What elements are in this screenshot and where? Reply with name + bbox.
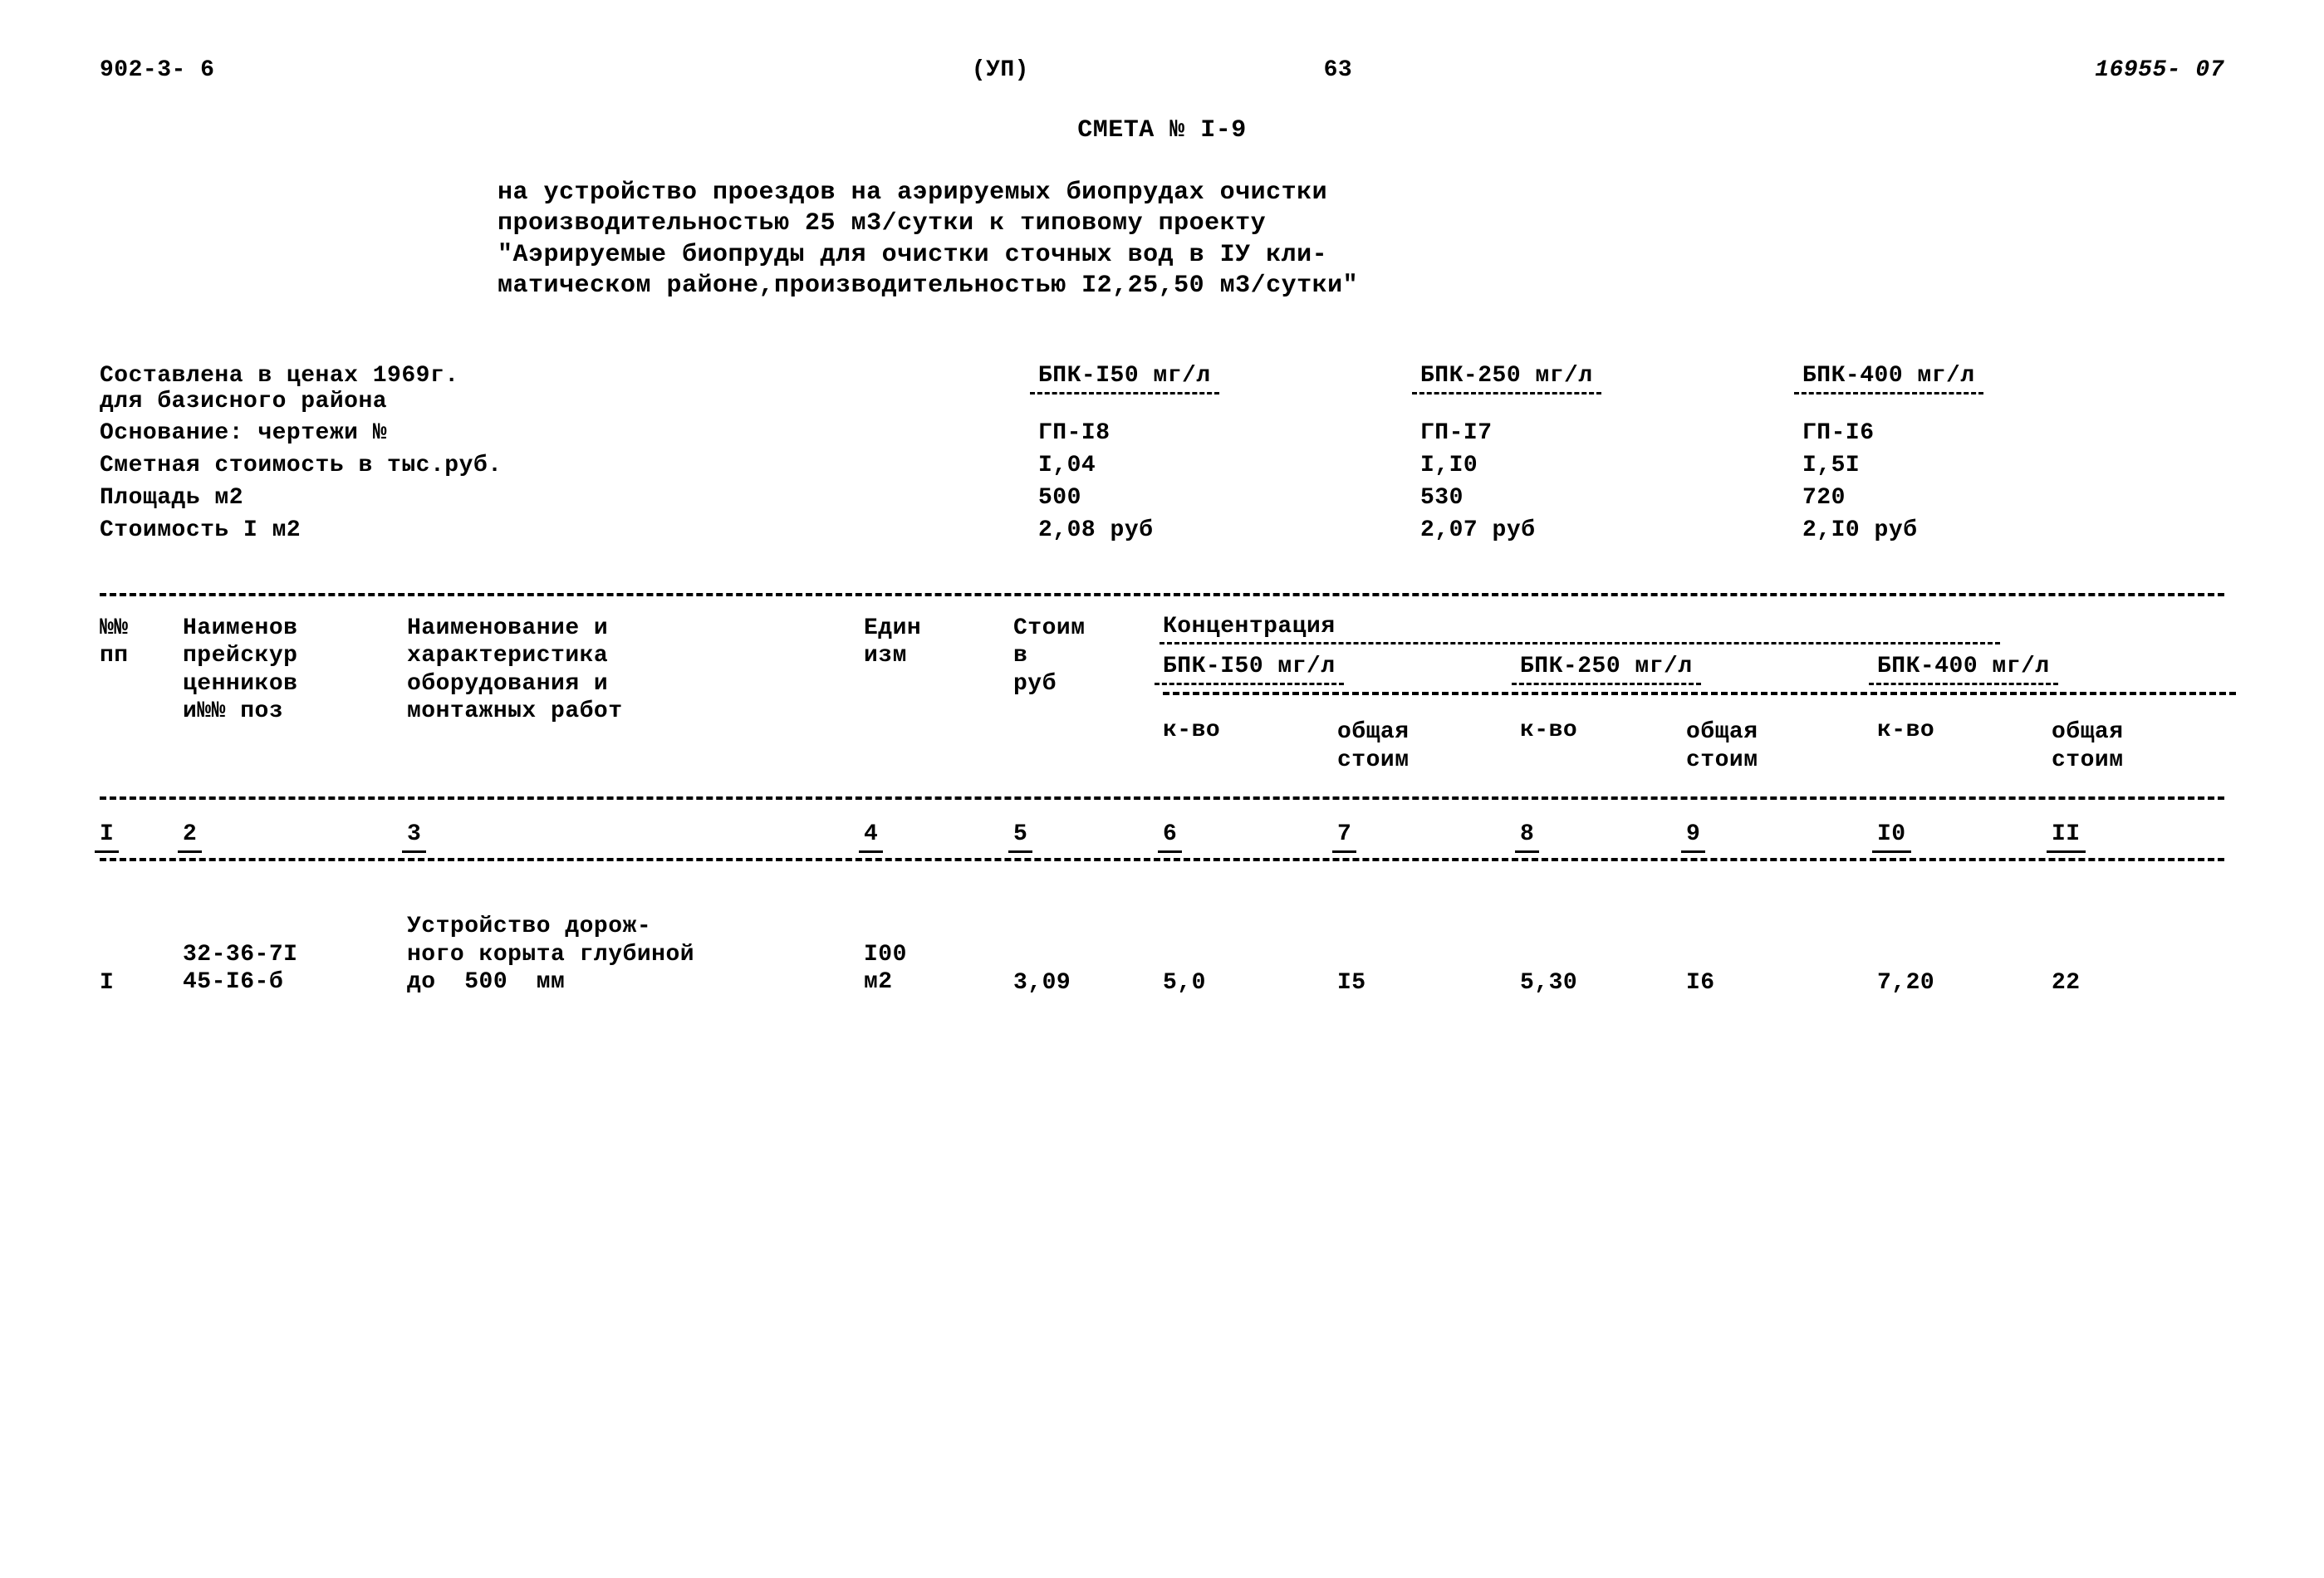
dashed-divider bbox=[100, 796, 2224, 800]
col-num: I bbox=[100, 822, 114, 848]
desc-line: производительностью 25 м3/сутки к типово… bbox=[498, 208, 1826, 240]
column-number-row: I 2 3 4 5 6 7 8 9 I0 II bbox=[100, 821, 2224, 850]
cell-qty: 5,30 bbox=[1520, 969, 1686, 998]
cell-n: I bbox=[100, 969, 183, 998]
col-num: 3 bbox=[407, 822, 421, 848]
col-num: 5 bbox=[1013, 822, 1027, 848]
page-number: 63 bbox=[1324, 57, 1353, 83]
summary-label: Сметная стоимость в тыс.руб. bbox=[100, 450, 1013, 483]
summary-cell: ГП-I6 bbox=[1777, 418, 2160, 450]
summary-label: Стоимость I м2 bbox=[100, 515, 1013, 547]
col-num: 7 bbox=[1337, 822, 1351, 848]
summary-cell: 720 bbox=[1777, 483, 2160, 515]
th-unit: Един изм bbox=[864, 613, 1013, 672]
th-sub-cost: общая стоим bbox=[1337, 718, 1520, 774]
dashed-divider bbox=[100, 593, 2224, 596]
col-num: 2 bbox=[183, 822, 197, 848]
cell-unit: I00 м2 bbox=[864, 939, 1013, 998]
cell-cost: I5 bbox=[1337, 969, 1520, 998]
col-header: БПК-250 мг/л bbox=[1395, 360, 1777, 419]
th-concentration-group: Концентрация БПК-I50 мг/л БПК-250 мг/л Б… bbox=[1163, 613, 2243, 777]
label-line: Составлена в ценах 1969г. bbox=[100, 364, 1013, 390]
th-concentration: Концентрация bbox=[1163, 615, 1336, 640]
summary-label: Основание: чертежи № bbox=[100, 418, 1013, 450]
summary-cell: 2,I0 руб bbox=[1777, 515, 2160, 547]
estimate-title: СМЕТА № I-9 bbox=[100, 117, 2224, 145]
th-sub-qty: к-во bbox=[1877, 718, 2052, 774]
col-hdr-text: БПК-I50 мг/л bbox=[1038, 364, 1211, 390]
col-header: БПК-I50 мг/л bbox=[1013, 360, 1395, 419]
header-mid: (УП) 63 bbox=[737, 58, 1586, 84]
summary-cell: 530 bbox=[1395, 483, 1777, 515]
cell-code: 32-36-7I 45-I6-б bbox=[183, 939, 407, 998]
col-num: 4 bbox=[864, 822, 878, 848]
th-name: Наименование и характеристика оборудован… bbox=[407, 613, 864, 728]
table-header: №№ пп Наименов прейскур ценников и№№ поз… bbox=[100, 613, 2224, 777]
cell-name: Устройство дорож- ного корыта глубиной д… bbox=[407, 911, 864, 998]
label-line: для базисного района bbox=[100, 390, 1013, 415]
cell-price: 3,09 bbox=[1013, 969, 1163, 998]
th-sub-cost: общая стоим bbox=[2052, 718, 2234, 774]
document-page: 902-3- 6 (УП) 63 16955- 07 СМЕТА № I-9 н… bbox=[0, 0, 2324, 1578]
th-sub-cost: общая стоим bbox=[1686, 718, 1877, 774]
cell-qty: 5,0 bbox=[1163, 969, 1337, 998]
summary-cell: 2,07 руб bbox=[1395, 515, 1777, 547]
desc-line: на устройство проездов на аэрируемых био… bbox=[498, 178, 1826, 209]
estimate-description: на устройство проездов на аэрируемых био… bbox=[498, 178, 1826, 302]
summary-cell: I,I0 bbox=[1395, 450, 1777, 483]
th-code: Наименов прейскур ценников и№№ поз bbox=[183, 613, 407, 728]
col-hdr-text: БПК-250 мг/л bbox=[1420, 364, 1593, 390]
th-bpk: БПК-250 мг/л bbox=[1520, 654, 1693, 680]
th-bpk: БПК-400 мг/л bbox=[1877, 654, 2050, 680]
th-npp: №№ пп bbox=[100, 613, 183, 672]
col-num: I0 bbox=[1877, 822, 1906, 848]
cell-cost: 22 bbox=[2052, 969, 2234, 998]
cell-qty: 7,20 bbox=[1877, 969, 2052, 998]
th-price: Стоим в руб bbox=[1013, 613, 1163, 700]
th-bpk: БПК-I50 мг/л bbox=[1163, 654, 1336, 680]
dashed-divider bbox=[100, 858, 2224, 861]
col-num: II bbox=[2052, 822, 2081, 848]
summary-cell: I,5I bbox=[1777, 450, 2160, 483]
th-sub-qty: к-во bbox=[1163, 718, 1337, 774]
col-num: 9 bbox=[1686, 822, 1700, 848]
summary-label: Площадь м2 bbox=[100, 483, 1013, 515]
summary-cell: I,04 bbox=[1013, 450, 1395, 483]
col-hdr-text: БПК-400 мг/л bbox=[1802, 364, 1975, 390]
col-num: 6 bbox=[1163, 822, 1177, 848]
summary-cell: 2,08 руб bbox=[1013, 515, 1395, 547]
series-code: (УП) bbox=[972, 58, 1029, 84]
cell-cost: I6 bbox=[1686, 969, 1877, 998]
col-num: 8 bbox=[1520, 822, 1534, 848]
summary-cell: 500 bbox=[1013, 483, 1395, 515]
desc-line: матическом районе,производительностью I2… bbox=[498, 271, 1826, 302]
summary-label: Составлена в ценах 1969г. для базисного … bbox=[100, 360, 1013, 419]
th-sub-qty: к-во bbox=[1520, 718, 1686, 774]
col-header: БПК-400 мг/л bbox=[1777, 360, 2160, 419]
summary-block: Составлена в ценах 1969г. для базисного … bbox=[100, 360, 2224, 547]
ref-number: 16955- 07 bbox=[1587, 58, 2224, 84]
desc-line: "Аэрируемые биопруды для очистки сточных… bbox=[498, 240, 1826, 272]
page-header: 902-3- 6 (УП) 63 16955- 07 bbox=[100, 58, 2224, 84]
table-row: I 32-36-7I 45-I6-б Устройство дорож- ног… bbox=[100, 911, 2224, 998]
doc-code: 902-3- 6 bbox=[100, 58, 737, 84]
summary-cell: ГП-I8 bbox=[1013, 418, 1395, 450]
summary-cell: ГП-I7 bbox=[1395, 418, 1777, 450]
